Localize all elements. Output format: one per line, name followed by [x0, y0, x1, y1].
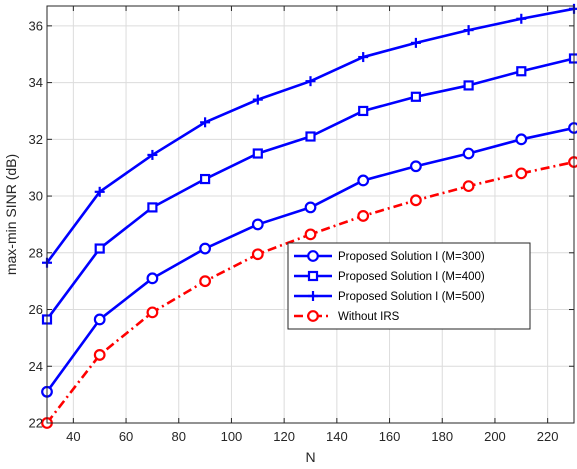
y-tick-label: 28 — [29, 245, 43, 260]
y-tick-label: 36 — [29, 18, 43, 33]
plus-marker — [147, 149, 158, 160]
legend-entry: Proposed Solution I (M=400) — [294, 270, 485, 283]
square-marker — [147, 202, 158, 213]
plus-marker — [463, 25, 474, 36]
circle-marker — [251, 248, 264, 261]
x-tick-label: 60 — [119, 429, 133, 444]
circle-marker — [199, 242, 212, 255]
y-tick-label: 34 — [29, 75, 43, 90]
legend-entry: Without IRS — [294, 310, 400, 323]
circle-marker — [515, 133, 528, 146]
y-axis-title: max-min SINR (dB) — [3, 154, 19, 275]
plus-marker — [200, 117, 211, 128]
plot-series — [41, 3, 577, 429]
plot-area — [47, 6, 574, 423]
circle-marker — [199, 275, 212, 288]
square-marker — [200, 173, 211, 185]
circle-marker — [307, 310, 319, 322]
square-marker — [516, 66, 527, 77]
legend-entry: Proposed Solution I (M=500) — [294, 291, 485, 303]
x-tick-label: 120 — [273, 429, 295, 444]
circle-marker — [307, 250, 319, 262]
circle-marker — [568, 122, 577, 134]
y-tick-label: 32 — [29, 132, 43, 147]
circle-marker — [515, 167, 528, 180]
y-tick-label: 22 — [29, 416, 43, 431]
x-tick-label: 140 — [326, 429, 348, 444]
circle-marker — [462, 147, 475, 160]
square-marker — [252, 148, 263, 159]
legend: Proposed Solution I (M=300) Proposed Solu… — [287, 242, 531, 330]
x-tick-label: 200 — [484, 429, 506, 444]
square-marker — [463, 80, 474, 91]
y-tick-label: 24 — [29, 359, 43, 374]
x-tick-label: 40 — [66, 429, 80, 444]
circle-marker — [410, 160, 422, 173]
legend-label: Without IRS — [338, 311, 400, 323]
plus-marker — [308, 291, 318, 301]
plus-marker — [358, 52, 369, 63]
circle-marker — [410, 194, 422, 207]
x-tick-label: 180 — [431, 429, 453, 444]
series-1 — [41, 122, 577, 398]
square-marker — [307, 270, 319, 282]
legend-box — [287, 242, 531, 330]
y-tick-label: 26 — [29, 302, 43, 317]
legend-label: Proposed Solution I (M=500) — [338, 291, 485, 303]
grid — [47, 6, 574, 424]
circle-marker — [357, 174, 370, 187]
circle-marker — [146, 272, 159, 285]
x-tick-label: 160 — [379, 429, 401, 444]
square-marker — [305, 131, 316, 142]
x-axis-title: N — [305, 449, 315, 465]
circle-marker — [357, 210, 370, 222]
y-tick-label: 30 — [29, 189, 43, 204]
legend-label: Proposed Solution I (M=400) — [338, 271, 485, 283]
circle-marker — [93, 313, 106, 326]
plus-marker — [94, 186, 105, 197]
plus-marker — [252, 94, 263, 105]
circle-marker — [462, 180, 475, 193]
circle-marker — [146, 306, 159, 319]
square-marker — [410, 91, 421, 102]
circle-marker — [93, 349, 106, 361]
circle-marker — [568, 156, 577, 168]
legend-entry: Proposed Solution I (M=300) — [294, 250, 485, 263]
x-tick-label: 220 — [537, 429, 559, 444]
legend-label: Proposed Solution I (M=300) — [338, 251, 485, 263]
square-marker — [358, 105, 369, 117]
plot-frame — [46, 5, 575, 424]
circle-marker — [251, 218, 264, 231]
x-tick-label: 80 — [172, 429, 186, 444]
circle-marker — [304, 228, 317, 241]
plus-marker — [516, 13, 527, 24]
square-marker — [94, 243, 105, 254]
x-tick-label: 100 — [221, 429, 243, 444]
axes: 40 60 80 100 120 140 160 180 200 220 22 24 26 28 30 32 3… — [29, 5, 575, 444]
circle-marker — [304, 201, 317, 214]
plus-marker — [305, 76, 316, 87]
plus-marker — [410, 37, 421, 48]
